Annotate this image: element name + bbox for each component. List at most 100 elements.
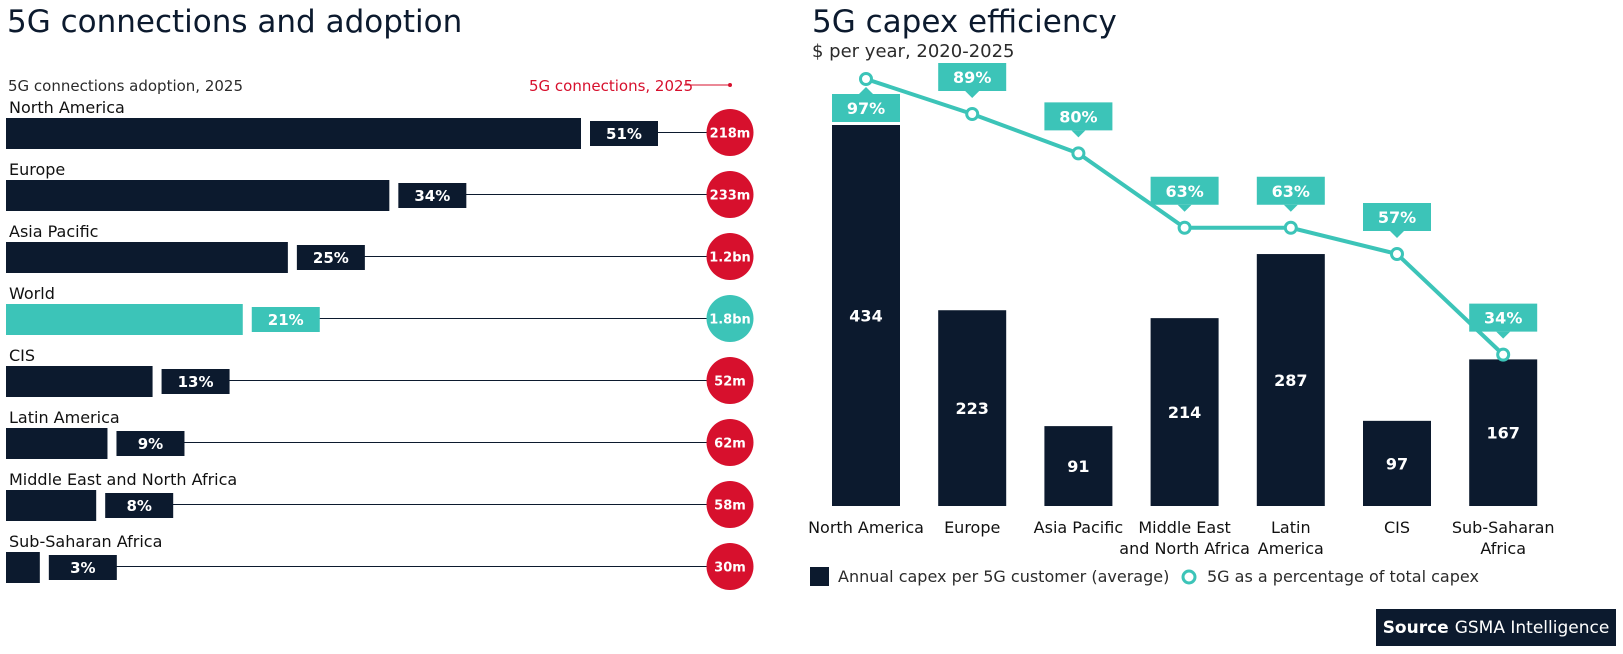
- pct-marker: [1283, 220, 1298, 235]
- category-label: CIS: [9, 346, 35, 365]
- pct-label-box: [1256, 176, 1325, 205]
- legend-line-label: 5G as a percentage of total capex: [1207, 567, 1479, 586]
- connections-circle: [706, 357, 754, 404]
- connections-circle: [706, 233, 754, 280]
- pct-label-pointer: [1071, 130, 1086, 138]
- pct-label-box: [1363, 203, 1431, 231]
- value-box: [590, 121, 658, 146]
- value-label: 3%: [70, 559, 95, 577]
- pct-label-pointer: [859, 87, 873, 94]
- bar-value-label: 91: [1067, 457, 1089, 476]
- pct-label: 57%: [1378, 208, 1416, 227]
- pct-marker: [965, 107, 980, 121]
- pct-label-pointer: [965, 91, 980, 98]
- pct-marker: [1496, 347, 1511, 362]
- pct-label-box: [938, 63, 1007, 91]
- capex-bar: [938, 310, 1007, 506]
- pct-label-pointer: [1283, 204, 1298, 212]
- value-label: 34%: [414, 187, 450, 205]
- pct-label: 63%: [1272, 182, 1310, 201]
- pct-marker: [1177, 220, 1192, 235]
- adoption-bar: [6, 428, 108, 459]
- adoption-bar: [6, 242, 288, 273]
- connections-circle: [706, 419, 754, 466]
- x-tick-label: Africa: [1480, 539, 1526, 558]
- legend-line-swatch: [1181, 569, 1197, 585]
- connections-label: 1.2bn: [709, 251, 751, 266]
- adoption-chart: North America 51% 218m Europe 34% 233m Asia Pa…: [6, 83, 754, 590]
- value-box: [48, 555, 117, 580]
- connections-label: 58m: [714, 499, 746, 514]
- x-tick-label: North America: [808, 518, 924, 537]
- x-tick-label: Asia Pacific: [1034, 518, 1123, 537]
- value-box: [296, 245, 365, 270]
- value-label: 21%: [268, 311, 304, 329]
- capex-bar: [1256, 254, 1325, 506]
- value-box: [251, 307, 320, 332]
- bar-value-label: 97: [1386, 454, 1408, 473]
- adoption-bar: [6, 552, 40, 583]
- bar-value-label: 167: [1486, 424, 1519, 443]
- source-name: GSMA Intelligence: [1454, 617, 1610, 638]
- category-label: Europe: [9, 160, 65, 179]
- pct-label-box: [832, 94, 900, 122]
- value-box: [398, 183, 467, 208]
- bar-value-label: 214: [1168, 403, 1201, 422]
- pct-label: 80%: [1059, 107, 1097, 126]
- connections-circle: [706, 481, 754, 528]
- legend-bar-label: Annual capex per 5G customer (average): [838, 567, 1169, 586]
- x-tick-label: Middle East: [1138, 518, 1230, 537]
- value-box: [116, 431, 185, 456]
- pct-label-pointer: [1496, 331, 1511, 339]
- connections-label: 62m: [714, 437, 746, 452]
- value-label: 8%: [126, 497, 151, 515]
- pct-label: 97%: [847, 99, 885, 118]
- adoption-bar: [6, 118, 581, 149]
- x-tick-label: Europe: [944, 518, 1000, 537]
- category-label: Latin America: [9, 408, 120, 427]
- category-label: World: [9, 284, 55, 303]
- pct-label-pointer: [1177, 204, 1192, 212]
- source-box: Source GSMA Intelligence: [1376, 609, 1616, 646]
- bar-value-label: 223: [955, 399, 988, 418]
- pct-marker: [1071, 146, 1086, 161]
- connections-label-dot: [728, 83, 732, 87]
- connections-label: 30m: [714, 561, 746, 576]
- connections-circle: [706, 171, 754, 218]
- right-panel-title: 5G capex efficiency: [812, 4, 1117, 40]
- capex-bar: [1363, 420, 1431, 506]
- capex-bar: [1150, 318, 1219, 506]
- legend-bar-swatch: [810, 567, 829, 586]
- adoption-bar: [6, 490, 97, 521]
- connections-circle: [706, 109, 754, 156]
- value-box: [105, 493, 174, 518]
- capex-bar: [1044, 426, 1113, 506]
- connections-label: 1.8bn: [709, 313, 751, 328]
- adoption-bar: [6, 304, 243, 335]
- value-box: [161, 369, 230, 394]
- adoption-bar: [6, 180, 390, 211]
- capex-bar: [1469, 359, 1538, 506]
- bar-value-label: 287: [1274, 371, 1307, 390]
- left-panel-title: 5G connections and adoption: [7, 4, 463, 40]
- pct-label-box: [1150, 176, 1219, 205]
- category-label: Sub-Saharan Africa: [9, 532, 162, 551]
- capex-bar: [832, 125, 900, 506]
- connections-label: 218m: [710, 127, 751, 142]
- connections-label: 52m: [714, 375, 746, 390]
- value-label: 13%: [178, 373, 214, 391]
- value-label: 9%: [138, 435, 163, 453]
- x-tick-label: Latin: [1271, 518, 1311, 537]
- pct-marker: [1390, 247, 1404, 261]
- bar-value-label: 434: [849, 307, 882, 326]
- source-prefix: Source: [1382, 617, 1449, 638]
- pct-label: 34%: [1484, 309, 1522, 328]
- connections-circle: [706, 295, 754, 342]
- right-panel-subtitle: $ per year, 2020-2025: [812, 41, 1015, 62]
- adoption-label: 5G connections adoption, 2025: [8, 77, 244, 95]
- pct-label: 63%: [1165, 182, 1203, 201]
- connections-label: 5G connections, 2025: [529, 77, 694, 95]
- x-tick-label: and North Africa: [1119, 539, 1250, 558]
- category-label: North America: [9, 98, 125, 117]
